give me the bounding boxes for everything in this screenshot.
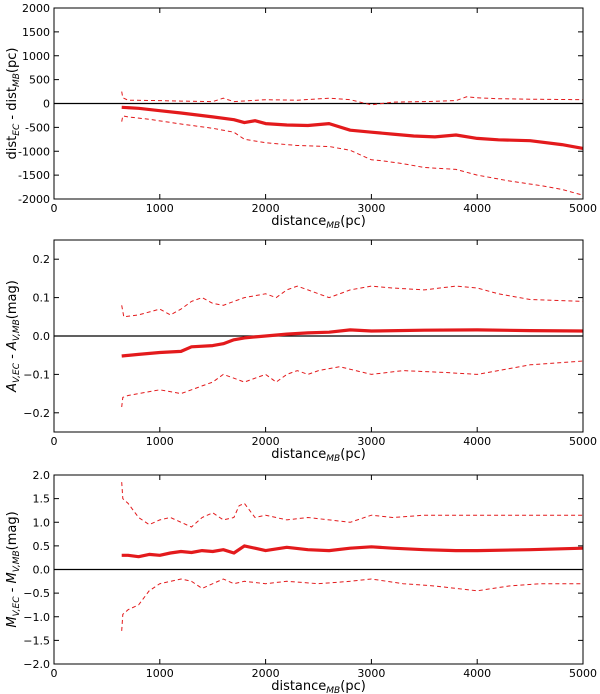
series-median-line xyxy=(121,105,584,150)
x-tick-label: 0 xyxy=(51,435,58,448)
y-axis-label-subscript: V,MB xyxy=(12,550,22,572)
y-axis-label-subscript: V,MB xyxy=(12,319,22,341)
y-axis-label: MV,EC - MV,MB(mag) xyxy=(5,511,22,627)
x-axis-label-unit: (pc) xyxy=(340,214,366,229)
x-axis-label-subscript: MB xyxy=(326,454,340,464)
x-axis-label-main: distance xyxy=(271,679,326,694)
y-tick-label: -1500 xyxy=(18,169,50,182)
x-axis-label-unit: (pc) xyxy=(340,679,366,694)
y-tick-label: 0.0 xyxy=(33,330,51,343)
y-axis-label-part: (pc) xyxy=(5,48,20,74)
y-axis-label-subscript: V,EC xyxy=(12,596,22,617)
chart-panel-3: 0 1000 2000 3000 4000 5000 −2.0 −1.5 −1.0 −0.5 0.0… xyxy=(5,469,597,694)
x-axis-label-subscript: MB xyxy=(326,221,340,231)
x-tick-label: 5000 xyxy=(569,435,597,448)
y-axis-label-part: A xyxy=(5,383,20,393)
chart-panel-1: 0 1000 2000 3000 4000 5000-2000-1500-1000-500… xyxy=(5,2,597,231)
y-tick-label: 0.0 xyxy=(33,564,51,577)
series-upper-line xyxy=(121,285,584,318)
x-tick-label: 3000 xyxy=(357,435,385,448)
series-upper-line xyxy=(121,482,583,528)
y-tick-label: -1000 xyxy=(18,145,50,158)
y-axis-label-part: (mag) xyxy=(5,280,20,319)
y-tick-label: −0.1 xyxy=(23,368,50,381)
series-lower-line xyxy=(121,115,584,196)
y-tick-label: −0.2 xyxy=(23,407,50,420)
y-tick-label: −2.0 xyxy=(23,658,50,671)
y-axis-label: AV,EC - AV,MB(mag) xyxy=(5,280,22,393)
y-tick-label: −1.5 xyxy=(23,634,50,647)
series-upper-line xyxy=(121,91,584,106)
y-axis-label-subscript: V,EC xyxy=(12,362,22,383)
y-tick-label: 0.2 xyxy=(33,253,51,266)
x-axis-label-subscript: MB xyxy=(326,686,340,694)
y-tick-label: 2.0 xyxy=(33,469,51,482)
x-tick-label: 4000 xyxy=(463,202,491,215)
x-tick-label: 0 xyxy=(51,202,58,215)
x-axis-label: distanceMB(pc) xyxy=(271,679,366,694)
x-tick-label: 4000 xyxy=(463,667,491,680)
x-tick-label: 3000 xyxy=(357,667,385,680)
y-tick-label: 1000 xyxy=(22,50,50,63)
y-tick-label: 0.5 xyxy=(33,540,51,553)
y-axis-label: distEC - distMB(pc) xyxy=(5,48,22,160)
series-lower-line xyxy=(121,578,583,631)
y-tick-label: 1.0 xyxy=(33,516,51,529)
y-axis-label-part: (mag) xyxy=(5,511,20,550)
x-axis-label: distanceMB(pc) xyxy=(271,214,366,231)
x-axis-label: distanceMB(pc) xyxy=(271,447,366,464)
y-tick-label: 2000 xyxy=(22,2,50,15)
x-tick-label: 5000 xyxy=(569,667,597,680)
y-axis-label-subscript: MB xyxy=(12,73,22,87)
x-axis-label-main: distance xyxy=(271,214,326,229)
x-axis-label-main: distance xyxy=(271,447,326,462)
series-lower-line xyxy=(121,360,584,408)
y-tick-label: -500 xyxy=(25,121,50,134)
y-tick-label: 0 xyxy=(43,98,50,111)
y-axis-label-part: - M xyxy=(5,572,20,596)
series-median-line xyxy=(121,328,584,358)
y-tick-label: -2000 xyxy=(18,193,50,206)
y-axis-label-part: M xyxy=(5,616,20,627)
y-tick-label: 500 xyxy=(29,74,50,87)
x-tick-label: 4000 xyxy=(463,435,491,448)
y-tick-label: −0.5 xyxy=(23,587,50,600)
x-axis-label-unit: (pc) xyxy=(340,447,366,462)
x-tick-label: 1000 xyxy=(146,667,174,680)
y-axis-label-subscript: EC xyxy=(12,123,22,136)
series-median-line xyxy=(121,544,584,559)
x-tick-label: 2000 xyxy=(252,202,280,215)
x-tick-label: 3000 xyxy=(357,202,385,215)
y-tick-label: 0.1 xyxy=(33,292,51,305)
y-tick-label: −1.0 xyxy=(23,611,50,624)
x-tick-label: 1000 xyxy=(146,435,174,448)
y-tick-label: 1.5 xyxy=(33,493,51,506)
x-tick-label: 1000 xyxy=(146,202,174,215)
y-axis-label-part: dist xyxy=(5,136,20,160)
x-tick-label: 0 xyxy=(51,667,58,680)
chart-panel-2: 0 1000 2000 3000 4000 5000 −0.2 −0.1 0.0 0.1 0.2 di… xyxy=(5,239,597,464)
y-axis-label-part: - A xyxy=(5,341,20,363)
x-tick-label: 2000 xyxy=(252,435,280,448)
y-axis-label-part: - dist xyxy=(5,87,20,124)
x-tick-label: 2000 xyxy=(252,667,280,680)
y-tick-label: 1500 xyxy=(22,26,50,39)
x-tick-label: 5000 xyxy=(569,202,597,215)
